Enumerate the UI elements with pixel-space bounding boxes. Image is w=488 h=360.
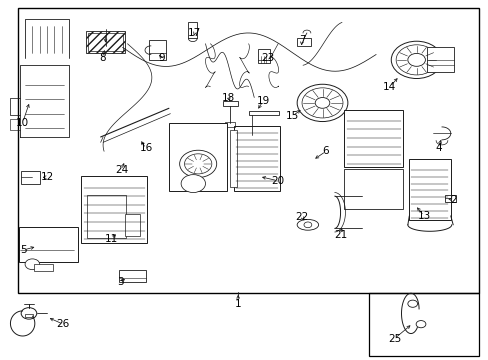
Bar [225, 122, 235, 127]
Circle shape [304, 222, 311, 228]
Text: 25: 25 [387, 333, 401, 343]
Bar [258, 49, 270, 63]
Bar [368, 293, 478, 356]
Bar [81, 176, 147, 243]
Text: 26: 26 [57, 319, 70, 329]
Bar [408, 159, 450, 220]
Circle shape [390, 41, 441, 78]
Bar [86, 31, 125, 53]
Bar [344, 110, 402, 167]
Text: 2: 2 [449, 195, 456, 205]
Circle shape [25, 259, 40, 270]
Bar [223, 101, 237, 107]
Text: 22: 22 [295, 212, 308, 221]
Bar [229, 130, 237, 187]
Bar [344, 169, 402, 209]
Ellipse shape [297, 220, 318, 230]
Bar [88, 33, 122, 51]
Bar [34, 264, 53, 271]
Bar [125, 214, 140, 235]
Text: 4: 4 [434, 143, 441, 153]
Bar [25, 314, 33, 317]
Text: 13: 13 [416, 211, 430, 221]
Bar [168, 123, 227, 191]
Bar [19, 226, 78, 262]
Bar [119, 270, 145, 282]
Text: 12: 12 [41, 172, 54, 182]
Text: 9: 9 [158, 53, 164, 63]
Text: 3: 3 [117, 277, 123, 287]
Bar [149, 40, 166, 60]
Text: 8: 8 [99, 53, 105, 63]
Text: 6: 6 [322, 146, 328, 156]
Bar [18, 8, 478, 293]
Text: 15: 15 [285, 111, 298, 121]
Bar [297, 39, 310, 45]
Bar [188, 22, 197, 39]
Text: 20: 20 [270, 176, 284, 186]
Bar [427, 47, 453, 72]
Text: 17: 17 [188, 28, 201, 38]
Bar [233, 126, 280, 191]
Text: 21: 21 [334, 230, 347, 239]
Circle shape [179, 150, 216, 177]
Text: 7: 7 [298, 35, 305, 45]
Text: 18: 18 [222, 93, 235, 103]
Circle shape [181, 175, 205, 193]
Circle shape [21, 308, 37, 319]
Text: 5: 5 [20, 245, 27, 255]
Text: 24: 24 [115, 165, 128, 175]
Circle shape [415, 320, 425, 328]
Text: 11: 11 [105, 234, 118, 244]
Circle shape [407, 300, 417, 307]
Bar [445, 195, 455, 202]
Text: 10: 10 [16, 118, 29, 128]
Circle shape [297, 84, 347, 122]
Text: 19: 19 [256, 96, 269, 106]
Text: 16: 16 [139, 143, 152, 153]
Bar [249, 111, 278, 116]
Text: 14: 14 [383, 82, 396, 92]
Text: 1: 1 [234, 299, 241, 309]
Text: 23: 23 [261, 53, 274, 63]
Bar [21, 171, 40, 184]
Bar [87, 195, 126, 238]
